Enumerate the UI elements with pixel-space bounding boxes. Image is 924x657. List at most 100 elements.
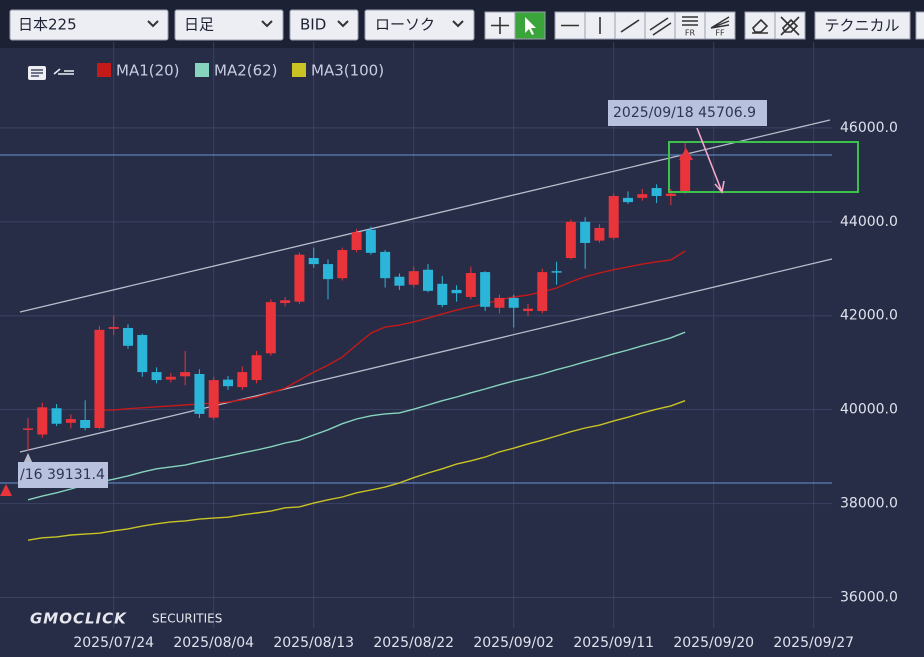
- candle-body: [523, 308, 533, 312]
- candle-body: [594, 227, 605, 241]
- candle-body: [280, 300, 291, 304]
- chart-type-select[interactable]: [364, 9, 475, 41]
- y-tick-label: 36000.0: [840, 589, 898, 605]
- candle-body: [580, 221, 591, 243]
- x-tick-label: 2025/08/13: [273, 635, 354, 651]
- chevron: [147, 20, 159, 28]
- candle-body: [180, 372, 191, 377]
- technical-button[interactable]: [814, 11, 911, 40]
- y-tick-label: 40000.0: [840, 402, 898, 418]
- annotation-box: [18, 462, 108, 488]
- fr-label: FR: [685, 29, 696, 38]
- chart-type-text: ローソク: [375, 16, 435, 34]
- symbol-select[interactable]: [9, 9, 169, 41]
- candle-body: [351, 232, 362, 251]
- candle-body: [608, 196, 619, 238]
- y-tick-label: 44000.0: [840, 214, 898, 230]
- ma-line: [27, 331, 686, 501]
- cursor-icon: [525, 17, 536, 35]
- legend-swatch: [97, 63, 111, 77]
- more-button[interactable]: [915, 11, 924, 40]
- candle-body: [80, 419, 91, 428]
- legend-label: MA2(62): [214, 62, 278, 80]
- technical-text: テクニカル: [824, 17, 899, 35]
- candle-body: [265, 302, 276, 354]
- pink-arrow: [696, 127, 725, 194]
- eraser-button[interactable]: [744, 11, 776, 40]
- ff-icon: [710, 16, 730, 29]
- x-tick-label: 2025/07/24: [73, 635, 154, 651]
- candle-body: [23, 428, 33, 430]
- chevron: [261, 20, 273, 28]
- candle-body: [251, 355, 262, 381]
- candle-body: [565, 221, 576, 258]
- fr-icon: [682, 16, 698, 26]
- candle-body: [194, 373, 205, 414]
- eraser-icon: [752, 18, 769, 34]
- candle-body: [637, 194, 648, 198]
- x-tick-label: 2025/08/04: [173, 635, 254, 651]
- ff-label: FF: [715, 29, 725, 38]
- candle-body: [223, 379, 233, 387]
- collapse-icon[interactable]: [53, 68, 74, 75]
- annotation-text: 2025/09/18 45706.9: [613, 105, 756, 121]
- candle-body: [380, 251, 391, 279]
- candle-body: [65, 419, 76, 423]
- legend-swatch: [195, 63, 209, 77]
- channel-lower: [19, 258, 833, 453]
- chevron: [337, 20, 349, 28]
- fibo-fan-button[interactable]: [704, 11, 736, 40]
- candle-body: [451, 289, 462, 294]
- candle-body: [94, 329, 105, 428]
- x-tick-label: 2025/09/20: [673, 635, 754, 651]
- side-select[interactable]: [289, 9, 359, 41]
- candle-body: [123, 327, 133, 346]
- candle-body: [480, 272, 491, 307]
- candle-body: [37, 407, 48, 435]
- candle-body: [151, 372, 162, 381]
- period-select[interactable]: [174, 9, 284, 41]
- candle-body: [623, 197, 633, 203]
- clear-icon: [780, 16, 800, 36]
- x-tick-label: 2025/09/27: [773, 635, 854, 651]
- candle-body: [323, 264, 333, 280]
- channel-icon: [649, 17, 672, 36]
- y-tick-label: 38000.0: [840, 496, 898, 512]
- symbol-text: 日本225: [18, 16, 77, 34]
- trendline-icon: [620, 19, 640, 33]
- candle-body: [508, 297, 519, 308]
- candle-body: [51, 408, 62, 424]
- menu-lines: [31, 69, 43, 77]
- candle-body: [494, 297, 505, 308]
- candle-body: [308, 257, 319, 265]
- watermark-sub: SECURITIES: [152, 612, 222, 626]
- x-tick-label: 2025/08/22: [373, 635, 454, 651]
- candle-body: [551, 271, 562, 273]
- legend-label: MA1(20): [116, 62, 180, 80]
- candle-body: [337, 250, 348, 279]
- candle-body: [365, 229, 376, 253]
- candle-body: [237, 372, 248, 388]
- period-text: 日足: [184, 16, 214, 34]
- y-tick-label: 46000.0: [840, 120, 898, 136]
- legend-label: MA3(100): [311, 62, 384, 80]
- crosshair-icon: [491, 17, 509, 34]
- candle-body: [665, 193, 676, 197]
- channel-button[interactable]: [644, 11, 676, 40]
- chevron: [452, 20, 464, 28]
- candle-body: [165, 376, 176, 380]
- high-marker: [679, 148, 693, 160]
- plot-area: 2025/09/18 45706.9/16 39131.4: [0, 42, 859, 628]
- candle-body: [537, 272, 548, 312]
- x-tick-label: 2025/09/11: [573, 635, 654, 651]
- side-text: BID: [300, 16, 326, 34]
- annotation-box: [608, 100, 767, 126]
- candle-body: [651, 188, 662, 197]
- candle-body: [294, 254, 305, 302]
- legend: MA1(20) MA2(62) MA3(100): [97, 62, 384, 80]
- candle-body: [208, 380, 219, 418]
- annotation-text: /16 39131.4: [20, 467, 105, 483]
- legend-swatch: [292, 63, 306, 77]
